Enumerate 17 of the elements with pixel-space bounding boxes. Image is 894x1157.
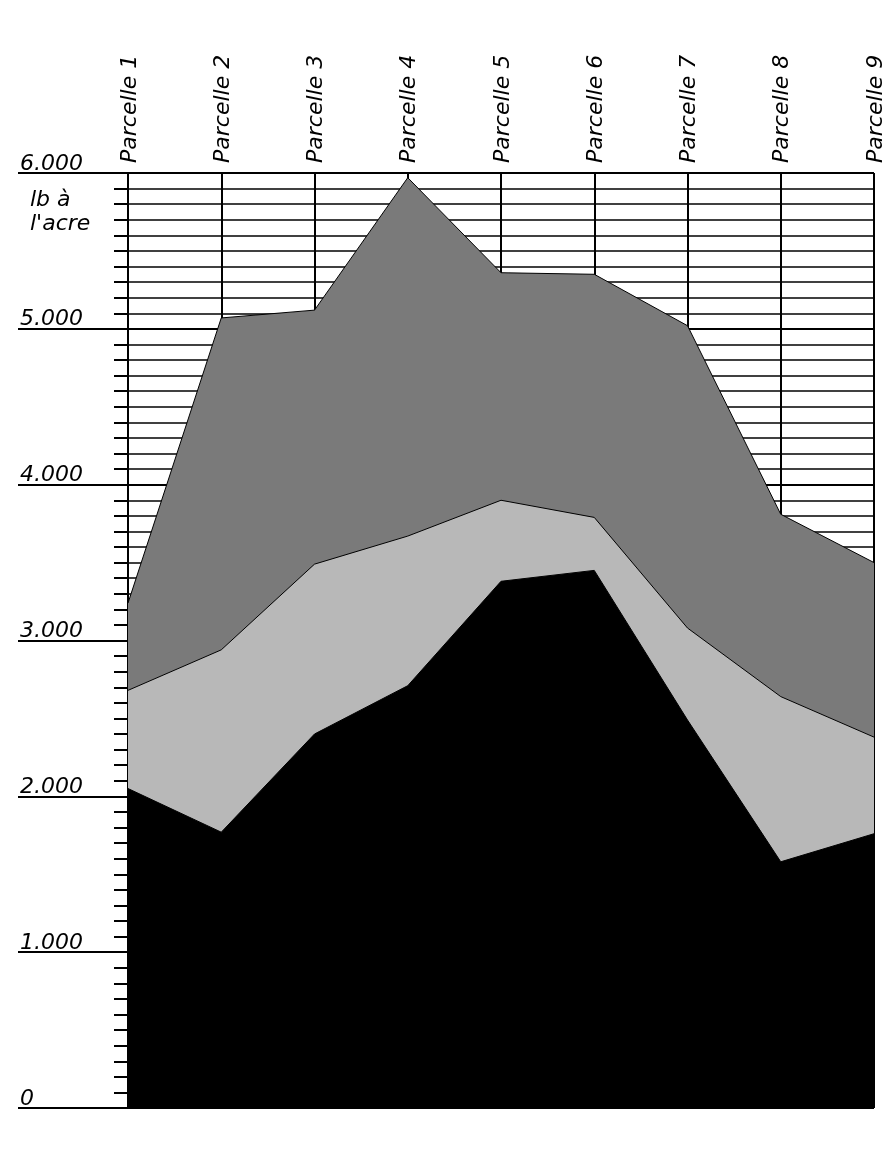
- x-tick-label: Parcelle 2: [208, 54, 234, 163]
- y-tick-label: 1.000: [20, 928, 83, 954]
- x-tick-label: Parcelle 6: [581, 54, 607, 163]
- y-tick-label: 4.000: [20, 461, 83, 487]
- x-tick-label: Parcelle 7: [675, 54, 700, 163]
- y-axis-title: lb à l'acre: [30, 185, 91, 235]
- y-tick-label: 6.000: [20, 149, 83, 175]
- y-tick-label: 3.000: [20, 617, 83, 642]
- y-tick-label: 0: [20, 1084, 34, 1110]
- x-tick-label: Parcelle 3: [302, 54, 327, 163]
- y-tick-label: 2.000: [20, 772, 83, 798]
- x-tick-label: Parcelle 5: [488, 54, 514, 163]
- x-tick-label: Parcelle 9: [861, 54, 887, 163]
- x-tick-label: Parcelle 8: [768, 54, 794, 163]
- x-tick-label: Parcelle 4: [395, 54, 421, 163]
- y-tick-label: 5.000: [20, 305, 83, 331]
- x-tick-label: Parcelle 1: [115, 54, 141, 163]
